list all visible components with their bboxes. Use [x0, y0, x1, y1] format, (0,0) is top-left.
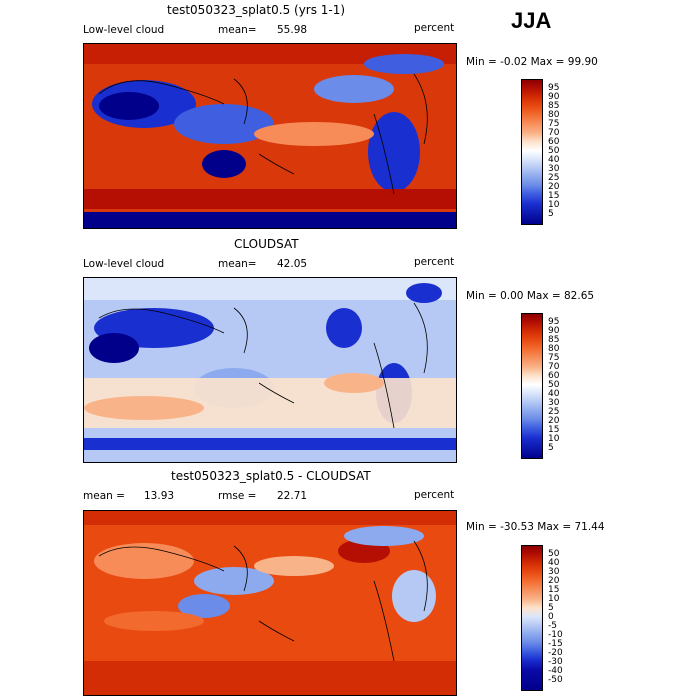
panel3-map-field [84, 511, 456, 695]
panel1-cbar-label: 60 [548, 137, 560, 147]
panel1-cbar-label: 30 [548, 164, 560, 174]
panel1-variable-label: Low-level cloud [83, 24, 165, 36]
panel1-title: test050323_splat0.5 (yrs 1-1) [167, 3, 346, 17]
panel2-map [83, 277, 457, 463]
panel2-title: CLOUDSAT [234, 237, 299, 251]
panel1-cbar-label: 80 [548, 110, 560, 120]
panel1-units: percent [414, 22, 455, 34]
panel3-title: test050323_splat0.5 - CLOUDSAT [171, 469, 371, 483]
panel3-cbar-label: -10 [548, 630, 563, 640]
panel2-variable-label: Low-level cloud [83, 258, 165, 270]
panel1-cbar-label: 75 [548, 119, 560, 129]
panel3-cbar-label: -40 [548, 666, 563, 676]
panel3-mean-label: mean = [83, 490, 125, 502]
panel3-cbar-label: -20 [548, 648, 563, 658]
panel2-minmax: Min = 0.00 Max = 82.65 [466, 290, 595, 302]
panel2-cbar-label: 60 [548, 371, 560, 381]
panel1-colorbar: 95 90 85 80 75 70 60 50 40 30 25 20 15 1… [521, 79, 581, 225]
panel3-cbar-label: 5 [548, 603, 554, 613]
panel1-cbar-label: 85 [548, 101, 560, 111]
panel3-map [83, 510, 457, 696]
panel2-colorbar-swatch [521, 313, 543, 459]
panel1-mean-value: 55.98 [277, 24, 308, 36]
panel3-cbar-label: -5 [548, 621, 557, 631]
panel2-cbar-label: 5 [548, 443, 554, 453]
panel3-cbar-label: -15 [548, 639, 563, 649]
panel3-mean-value: 13.93 [144, 490, 175, 502]
panel2-cbar-label: 25 [548, 407, 560, 417]
panel3-units: percent [414, 489, 455, 501]
panel3-rmse-value: 22.71 [277, 490, 308, 502]
panel2-cbar-label: 75 [548, 353, 560, 363]
panel1-cbar-label: 25 [548, 173, 560, 183]
panel2-cbar-label: 85 [548, 335, 560, 345]
panel2-mean-value: 42.05 [277, 258, 308, 270]
panel2-map-field [84, 278, 456, 462]
panel1-minmax: Min = -0.02 Max = 99.90 [466, 56, 598, 68]
panel2-cbar-label: 30 [548, 398, 560, 408]
panel3-rmse-label: rmse = [218, 490, 257, 502]
panel3-cbar-label: 15 [548, 585, 560, 595]
panel1-cbar-label: 15 [548, 191, 560, 201]
panel3-colorbar-swatch [521, 545, 543, 691]
panel1-cbar-label: 5 [548, 209, 554, 219]
panel3-cbar-label: 20 [548, 576, 560, 586]
panel2-cbar-label: 95 [548, 317, 560, 327]
panel3-cbar-label: -50 [548, 675, 563, 685]
panel2-units: percent [414, 256, 455, 268]
panel1-map-field [84, 44, 456, 228]
panel2-cbar-label: 50 [548, 380, 560, 390]
panel3-cbar-label: 30 [548, 567, 560, 577]
panel3-cbar-label: 40 [548, 558, 560, 568]
panel3-minmax: Min = -30.53 Max = 71.44 [466, 521, 605, 533]
panel1-cbar-label: 50 [548, 146, 560, 156]
panel1-cbar-label: 10 [548, 200, 560, 210]
panel2-cbar-label: 80 [548, 344, 560, 354]
panel2-cbar-label: 90 [548, 326, 560, 336]
panel3-cbar-label: -30 [548, 657, 563, 667]
panel2-cbar-label: 70 [548, 362, 560, 372]
panel3-colorbar: 50 40 30 20 15 10 5 0 -5 -10 -15 -20 -30… [521, 545, 581, 691]
panel2-cbar-label: 10 [548, 434, 560, 444]
panel1-colorbar-swatch [521, 79, 543, 225]
panel3-cbar-label: 0 [548, 612, 554, 622]
panel1-cbar-label: 20 [548, 182, 560, 192]
panel1-map [83, 43, 457, 229]
panel2-mean-label: mean= [218, 258, 257, 270]
panel2-colorbar: 95 90 85 80 75 70 60 50 40 30 25 20 15 1… [521, 313, 581, 459]
panel2-cbar-label: 15 [548, 425, 560, 435]
panel3-cbar-label: 10 [548, 594, 560, 604]
panel2-cbar-label: 20 [548, 416, 560, 426]
panel3-cbar-label: 50 [548, 549, 560, 559]
panel1-cbar-label: 70 [548, 128, 560, 138]
season-label: JJA [511, 8, 552, 33]
panel1-cbar-label: 40 [548, 155, 560, 165]
panel2-cbar-label: 40 [548, 389, 560, 399]
panel1-mean-label: mean= [218, 24, 257, 36]
panel1-cbar-label: 90 [548, 92, 560, 102]
panel1-cbar-label: 95 [548, 83, 560, 93]
